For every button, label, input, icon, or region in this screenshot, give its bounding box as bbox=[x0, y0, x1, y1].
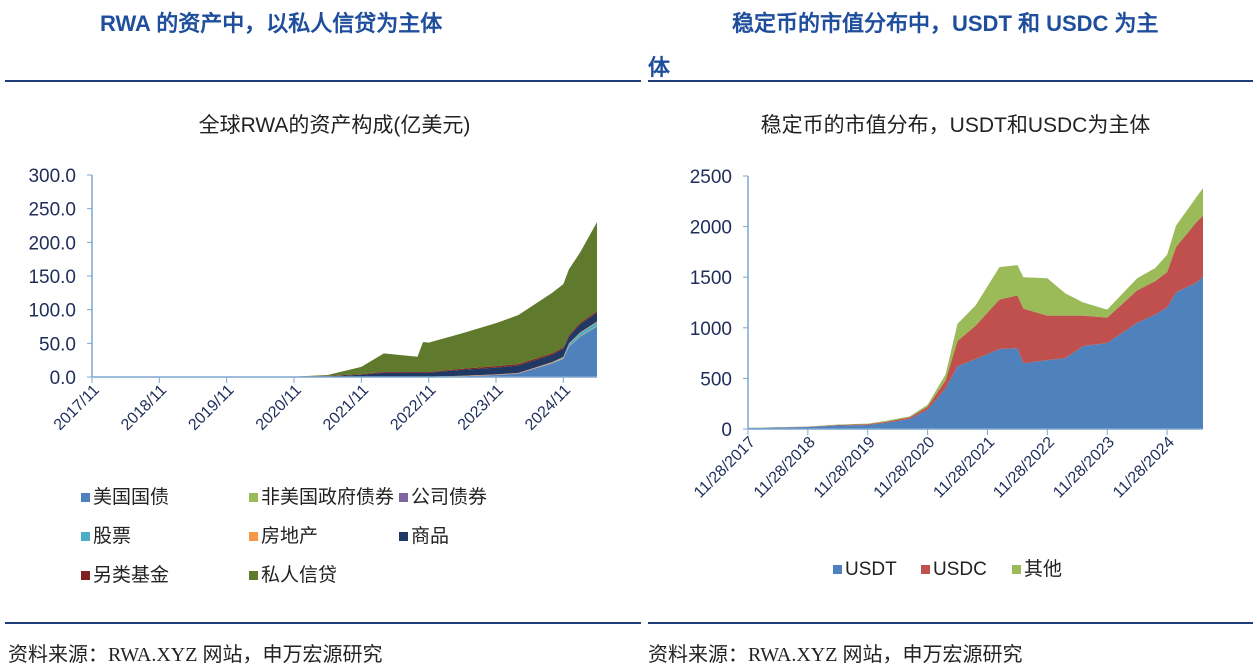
x-tick-label: 11/28/2022 bbox=[990, 434, 1058, 502]
legend-swatch bbox=[81, 532, 90, 541]
chart-title: 全球RWA的资产构成(亿美元) bbox=[199, 114, 471, 137]
area-series-2 bbox=[748, 188, 1203, 428]
legend-label: 公司债券 bbox=[411, 486, 487, 508]
x-tick-label: 11/28/2017 bbox=[691, 434, 759, 502]
x-tick-label: 11/28/2024 bbox=[1110, 434, 1178, 502]
area-series-1 bbox=[748, 215, 1203, 428]
x-tick-label: 11/28/2021 bbox=[930, 434, 998, 502]
left-heading: RWA 的资产中，以私人信贷为主体 bbox=[100, 11, 443, 36]
area-series-7 bbox=[294, 222, 597, 377]
legend-swatch bbox=[81, 571, 90, 580]
legend-label: USDT bbox=[845, 559, 897, 580]
x-tick-label: 2024/11 bbox=[522, 382, 574, 434]
legend-label: 美国国债 bbox=[93, 486, 169, 508]
area-series-0 bbox=[294, 326, 597, 377]
legend-swatch bbox=[81, 493, 90, 502]
right-heading: 稳定币的市值分布中，USDT 和 USDC 为主 bbox=[732, 11, 1159, 36]
y-tick-label: 300.0 bbox=[28, 166, 76, 187]
legend-label: 非美国政府债券 bbox=[261, 486, 394, 508]
legend-swatch bbox=[1012, 565, 1021, 574]
legend-label: 股票 bbox=[93, 526, 131, 547]
legend-label: 房地产 bbox=[261, 525, 318, 547]
x-tick-label: 2017/11 bbox=[51, 382, 103, 434]
x-tick-label: 2019/11 bbox=[185, 382, 237, 434]
left-top-rule bbox=[5, 80, 641, 82]
x-tick-label: 2022/11 bbox=[387, 382, 439, 434]
x-tick-label: 2023/11 bbox=[455, 382, 507, 434]
area-series-0 bbox=[748, 276, 1203, 429]
right-top-rule bbox=[648, 80, 1253, 82]
y-tick-label: 2500 bbox=[690, 167, 732, 188]
x-tick-label: 11/28/2019 bbox=[811, 434, 879, 502]
x-tick-label: 11/28/2018 bbox=[751, 434, 819, 502]
y-tick-label: 0 bbox=[721, 420, 732, 441]
y-tick-label: 0.0 bbox=[50, 368, 76, 389]
x-tick-label: 11/28/2023 bbox=[1050, 434, 1118, 502]
left-bottom-rule bbox=[5, 622, 641, 624]
legend-swatch bbox=[399, 493, 408, 502]
y-tick-label: 1000 bbox=[690, 319, 732, 340]
right-heading-wrap: 体 bbox=[648, 55, 671, 80]
y-tick-label: 150.0 bbox=[28, 267, 76, 288]
y-tick-label: 200.0 bbox=[28, 233, 76, 254]
y-tick-label: 1500 bbox=[690, 268, 732, 289]
x-tick-label: 11/28/2020 bbox=[871, 434, 939, 502]
stablecoin-chart: 稳定币的市值分布，USDT和USDC为主体 0 500 1000 1500 2000 250… bbox=[690, 114, 1203, 580]
legend-label: 另类基金 bbox=[93, 564, 169, 586]
legend-swatch bbox=[249, 493, 258, 502]
left-source: 资料来源：RWA.XYZ 网站，申万宏源研究 bbox=[8, 644, 383, 666]
right-source: 资料来源：RWA.XYZ 网站，申万宏源研究 bbox=[648, 644, 1023, 666]
y-tick-label: 50.0 bbox=[39, 334, 76, 355]
rwa-asset-chart: 全球RWA的资产构成(亿美元) 0.0 50.0 100.0 150.0 200.0 250… bbox=[28, 114, 597, 586]
y-tick-label: 100.0 bbox=[28, 301, 76, 322]
legend-swatch bbox=[249, 571, 258, 580]
y-tick-label: 250.0 bbox=[28, 200, 76, 221]
x-tick-label: 2021/11 bbox=[320, 382, 372, 434]
x-tick-label: 2020/11 bbox=[253, 382, 305, 434]
x-tick-label: 2018/11 bbox=[118, 382, 170, 434]
y-tick-label: 2000 bbox=[690, 218, 732, 239]
right-bottom-rule bbox=[648, 622, 1253, 624]
legend-label: 其他 bbox=[1024, 558, 1062, 580]
legend-label: USDC bbox=[933, 559, 987, 580]
legend-swatch bbox=[833, 565, 842, 574]
legend-label: 商品 bbox=[411, 525, 449, 547]
legend-label: 私人信贷 bbox=[261, 564, 337, 586]
y-tick-label: 500 bbox=[700, 369, 732, 390]
chart-title: 稳定币的市值分布，USDT和USDC为主体 bbox=[761, 114, 1151, 137]
legend-swatch bbox=[399, 532, 408, 541]
legend-swatch bbox=[921, 565, 930, 574]
legend-swatch bbox=[249, 532, 258, 541]
